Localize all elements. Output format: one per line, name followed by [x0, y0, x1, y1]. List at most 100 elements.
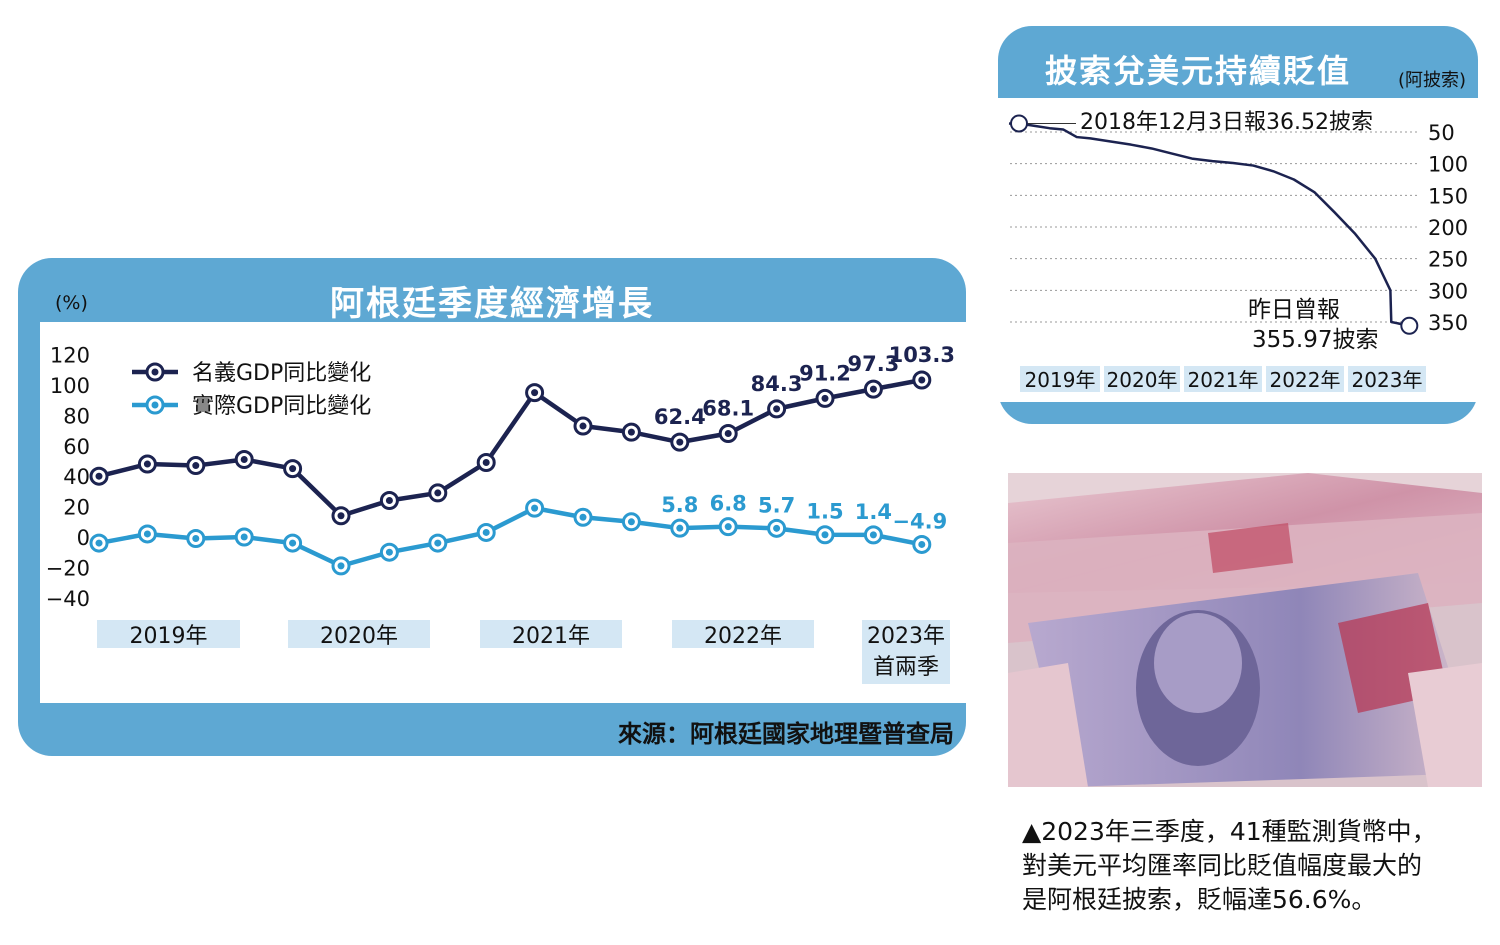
gdp-data-point-dot: [337, 562, 345, 570]
gdp-data-label: 6.8: [710, 492, 747, 516]
gdp-data-point-dot: [289, 465, 297, 473]
gdp-data-point-dot: [385, 548, 393, 556]
gdp-data-label: −4.9: [892, 509, 947, 533]
gdp-data-point-dot: [192, 535, 200, 543]
gdp-data-point-dot: [869, 385, 877, 393]
gdp-data-label: 1.4: [855, 500, 892, 524]
peso-banknotes-photo: [1008, 473, 1482, 787]
gdp-data-label: 97.3: [847, 352, 899, 376]
gdp-year-label: 2020年: [320, 624, 398, 649]
fx-year-band: [1184, 366, 1262, 392]
photo-caption: ▲2023年三季度，41種監測貨幣中， 對美元平均匯率同比貶值幅度最大的 是阿根…: [1022, 815, 1492, 917]
fx-y-tick: 150: [1428, 184, 1468, 208]
gdp-data-point-dot: [918, 540, 926, 548]
gdp-data-label: 1.5: [806, 500, 843, 524]
gdp-data-label: 62.4: [654, 405, 706, 429]
gdp-year-band: [288, 620, 430, 648]
gdp-data-point-dot: [918, 376, 926, 384]
gdp-data-label: 103.3: [889, 343, 955, 367]
gdp-data-point-dot: [385, 497, 393, 505]
caption-line-2: 對美元平均匯率同比貶值幅度最大的: [1022, 851, 1423, 880]
gdp-data-point-dot: [192, 462, 200, 470]
gdp-data-point-dot: [724, 429, 732, 437]
gdp-data-point-dot: [627, 518, 635, 526]
fx-end-point: [1400, 316, 1419, 335]
gdp-y-tick: 80: [63, 404, 90, 428]
fx-year-band: [1348, 366, 1426, 392]
gdp-y-tick: 20: [63, 496, 90, 520]
gdp-data-point-dot: [95, 472, 103, 480]
fx-unit-label: (阿披索): [1398, 70, 1467, 91]
gdp-data-point-dot: [724, 523, 732, 531]
gdp-data-point-dot: [482, 528, 490, 536]
gdp-source: 來源：阿根廷國家地理暨普查局: [618, 720, 954, 748]
gdp-y-tick: 0: [77, 526, 90, 550]
gdp-data-point-dot: [143, 530, 151, 538]
caption-line-3: 是阿根廷披索，貶幅達56.6%。: [1022, 885, 1377, 914]
fx-year-label: 2020年: [1107, 368, 1178, 392]
gdp-year-label: 2021年: [512, 624, 590, 649]
gdp-data-point-dot: [434, 489, 442, 497]
gdp-data-point-dot: [773, 405, 781, 413]
gdp-data-point-dot: [821, 394, 829, 402]
gdp-data-point-dot: [676, 438, 684, 446]
fx-y-tick: 100: [1428, 153, 1468, 177]
gdp-data-point-dot: [531, 504, 539, 512]
gdp-data-point-dot: [531, 389, 539, 397]
gdp-legend-marker-dot: [151, 401, 159, 409]
gdp-data-point-dot: [240, 533, 248, 541]
caption-line-1: ▲2023年三季度，41種監測貨幣中，: [1022, 817, 1437, 846]
fx-year-label: 2021年: [1188, 368, 1259, 392]
gdp-year-sublabel: 首兩季: [873, 655, 939, 680]
fx-chart-area: [998, 98, 1478, 402]
fx-year-label: 2023年: [1352, 368, 1423, 392]
gdp-data-point-dot: [337, 512, 345, 520]
gdp-year-label: 2019年: [130, 624, 208, 649]
gdp-year-band: [672, 620, 814, 648]
gdp-data-point-dot: [434, 539, 442, 547]
gdp-data-label: 5.7: [758, 493, 795, 517]
gdp-data-point-dot: [240, 455, 248, 463]
gdp-data-point-dot: [482, 459, 490, 467]
fx-year-band: [1020, 366, 1100, 392]
fx-y-tick: 200: [1428, 216, 1468, 240]
fx-year-band: [1104, 366, 1180, 392]
gdp-y-tick: 120: [50, 344, 90, 368]
gdp-y-tick: −20: [46, 556, 90, 580]
gdp-y-tick: 40: [63, 465, 90, 489]
gdp-data-label: 5.8: [661, 493, 698, 517]
banknote-illustration: [1008, 473, 1482, 787]
fx-series-line: [1008, 122, 1410, 328]
gdp-data-point-dot: [95, 539, 103, 547]
gdp-year-band: [862, 620, 950, 684]
gdp-legend-label: 名義GDP同比變化: [192, 361, 371, 386]
gdp-data-point-dot: [289, 539, 297, 547]
fx-year-label: 2022年: [1270, 368, 1341, 392]
fx-start-point: [1010, 114, 1028, 133]
gdp-data-label: 84.3: [751, 372, 803, 396]
fx-end-annotation-line1: 昨日曾報: [1248, 297, 1340, 323]
gdp-y-tick: 100: [50, 374, 90, 398]
gdp-chart-title: 阿根廷季度經濟增長: [330, 284, 654, 324]
gdp-data-point-dot: [773, 524, 781, 532]
gdp-data-point-dot: [869, 531, 877, 539]
fx-start-annotation: 2018年12月3日報36.52披索: [1080, 110, 1373, 135]
gdp-data-point-dot: [579, 422, 587, 430]
gdp-year-label: 2023年: [867, 624, 945, 649]
gdp-year-label: 2022年: [704, 624, 782, 649]
fx-panel: 披索兌美元持續貶值: [998, 26, 1478, 424]
gdp-year-band: [97, 620, 240, 648]
gdp-data-point-dot: [143, 460, 151, 468]
gdp-year-band: [480, 620, 622, 648]
fx-y-tick: 250: [1428, 248, 1468, 272]
fx-y-tick: 350: [1428, 311, 1468, 335]
gdp-legend-label: 實際GDP同比變化: [192, 394, 371, 419]
fx-y-tick: 300: [1428, 279, 1468, 303]
gdp-data-point-dot: [579, 513, 587, 521]
gdp-data-label: 91.2: [799, 361, 851, 385]
gdp-data-point-dot: [627, 428, 635, 436]
fx-chart-title: 披索兌美元持續貶值: [1044, 52, 1351, 90]
fx-year-band: [1266, 366, 1344, 392]
